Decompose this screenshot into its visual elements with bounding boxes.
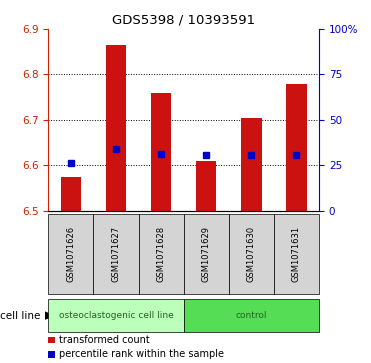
Text: GSM1071626: GSM1071626 [66, 226, 75, 282]
Text: GSM1071630: GSM1071630 [247, 226, 256, 282]
Bar [196, 160, 216, 211]
Bar [106, 45, 126, 211]
Bar [241, 118, 262, 211]
Text: GSM1071627: GSM1071627 [111, 226, 121, 282]
Bar [151, 93, 171, 211]
Text: percentile rank within the sample: percentile rank within the sample [59, 349, 224, 359]
Text: GSM1071631: GSM1071631 [292, 226, 301, 282]
Bar [60, 176, 81, 211]
Text: osteoclastogenic cell line: osteoclastogenic cell line [59, 311, 173, 320]
Polygon shape [45, 312, 54, 319]
Text: GSM1071629: GSM1071629 [202, 226, 211, 282]
Text: transformed count: transformed count [59, 335, 150, 345]
Text: control: control [236, 311, 267, 320]
Bar [286, 84, 307, 211]
Text: cell line: cell line [0, 311, 41, 321]
Text: GSM1071628: GSM1071628 [157, 226, 165, 282]
Title: GDS5398 / 10393591: GDS5398 / 10393591 [112, 13, 255, 26]
